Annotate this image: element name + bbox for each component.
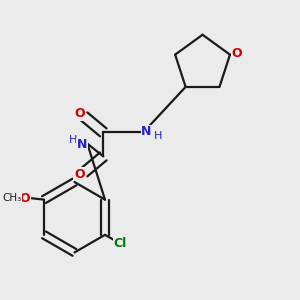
Text: H: H xyxy=(154,131,162,141)
Text: O: O xyxy=(74,167,85,181)
Text: H: H xyxy=(69,135,77,145)
Text: Cl: Cl xyxy=(114,237,127,250)
Text: CH₃: CH₃ xyxy=(2,193,22,203)
Text: N: N xyxy=(77,138,87,152)
Text: N: N xyxy=(141,125,152,138)
Text: O: O xyxy=(74,107,85,120)
Text: O: O xyxy=(232,46,242,59)
Text: O: O xyxy=(20,191,30,205)
